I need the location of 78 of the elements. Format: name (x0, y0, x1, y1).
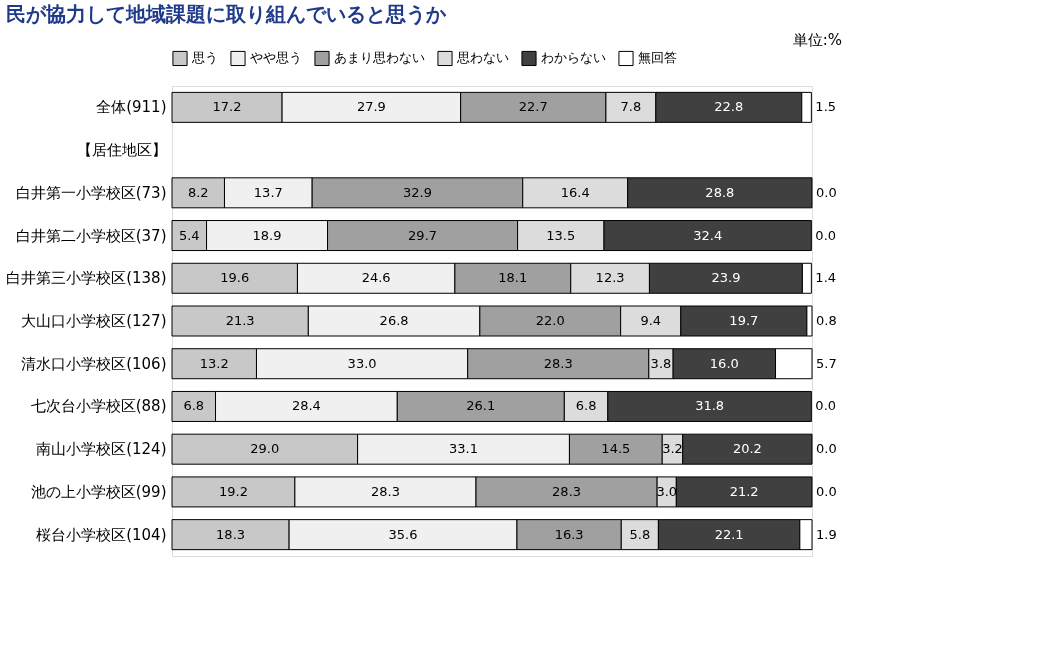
data-label: 33.0 (347, 355, 377, 371)
data-label: 1.4 (815, 270, 837, 286)
data-label: 13.2 (199, 355, 229, 371)
data-label: 13.5 (546, 227, 576, 243)
data-label: 18.3 (216, 526, 246, 542)
data-label: 22.0 (535, 313, 565, 328)
data-label: 35.6 (388, 526, 418, 542)
data-label: 20.2 (732, 441, 762, 457)
y-tick-label: 白井第三小学校区(138) (6, 269, 167, 288)
data-label: 22.7 (518, 99, 548, 115)
y-tick-label: 桜台小学校区(104) (36, 525, 167, 544)
data-label: 18.9 (252, 227, 282, 243)
data-label: 16.4 (560, 184, 590, 200)
y-tick-label: 白井第二小学校区(37) (15, 226, 167, 245)
legend-label: わからない (541, 50, 606, 66)
data-label: 1.9 (816, 526, 837, 542)
data-label: 18.1 (498, 270, 528, 286)
y-tick-label: 清水口小学校区(106) (21, 354, 167, 373)
text: 単位:% (792, 31, 842, 49)
data-label: 3.8 (650, 355, 672, 371)
data-label: 5.4 (178, 227, 200, 243)
data-label: 28.3 (370, 483, 400, 499)
data-label: 26.8 (379, 313, 409, 328)
data-label: 5.8 (629, 526, 651, 542)
y-tick-label: 池の上小学校区(99) (30, 482, 167, 501)
data-label: 0.0 (815, 398, 837, 414)
data-label: 16.3 (554, 526, 584, 542)
data-label: 6.8 (575, 398, 597, 414)
data-label: 17.2 (212, 99, 242, 115)
data-label: 32.4 (693, 227, 723, 243)
data-label: 0.0 (816, 441, 837, 457)
data-label: 29.0 (250, 441, 280, 457)
data-label: 1.5 (815, 99, 837, 115)
data-label: 6.8 (183, 398, 205, 414)
y-tick-label: 【居住地区】 (76, 141, 167, 160)
data-label: 3.2 (662, 441, 683, 457)
data-label: 12.3 (595, 270, 625, 286)
chart-title: 民が協力して地域課題に取り組んでいると思うか (5, 2, 447, 26)
data-label: 29.7 (408, 227, 438, 243)
y-tick-label: 七次台小学校区(88) (30, 397, 167, 416)
data-label: 26.1 (466, 398, 496, 414)
data-label: 24.6 (361, 270, 391, 286)
data-label: 27.9 (356, 99, 386, 115)
data-label: 19.2 (218, 483, 248, 499)
data-label: 22.8 (714, 99, 744, 115)
legend-label: やや思う (250, 50, 302, 66)
data-label: 0.0 (816, 184, 837, 200)
data-label: 31.8 (695, 398, 725, 414)
data-label: 16.0 (709, 355, 739, 371)
data-label: 28.8 (705, 184, 735, 200)
data-label: 19.6 (220, 270, 250, 286)
legend-label: あまり思わない (334, 50, 425, 66)
data-label: 28.3 (552, 483, 582, 499)
legend-label: 思わない (456, 50, 509, 66)
data-label: 13.7 (253, 184, 283, 200)
data-label: 14.5 (601, 441, 631, 457)
data-label: 9.4 (640, 313, 662, 328)
y-tick-label: 全体(911) (96, 98, 167, 117)
data-label: 0.8 (816, 313, 837, 328)
data-label: 32.9 (402, 184, 432, 200)
y-tick-label: 白井第一小学校区(73) (15, 183, 167, 202)
data-label: 21.3 (225, 313, 255, 328)
data-label: 0.0 (816, 483, 837, 499)
data-label: 8.2 (187, 184, 209, 200)
data-label: 21.2 (729, 483, 759, 499)
data-label: 19.7 (729, 313, 759, 328)
legend-label: 思う (191, 50, 218, 66)
data-label: 5.7 (816, 355, 837, 371)
data-label: 28.3 (543, 355, 573, 371)
y-tick-label: 大山口小学校区(127) (21, 312, 167, 330)
data-label: 23.9 (711, 270, 741, 286)
y-tick-label: 南山小学校区(124) (36, 440, 167, 459)
data-label: 28.4 (291, 398, 321, 414)
data-label: 33.1 (449, 441, 478, 457)
data-label: 22.1 (714, 526, 744, 542)
data-label: 7.8 (620, 99, 642, 115)
legend-label: 無回答 (638, 50, 677, 66)
data-label: 0.0 (815, 227, 837, 243)
